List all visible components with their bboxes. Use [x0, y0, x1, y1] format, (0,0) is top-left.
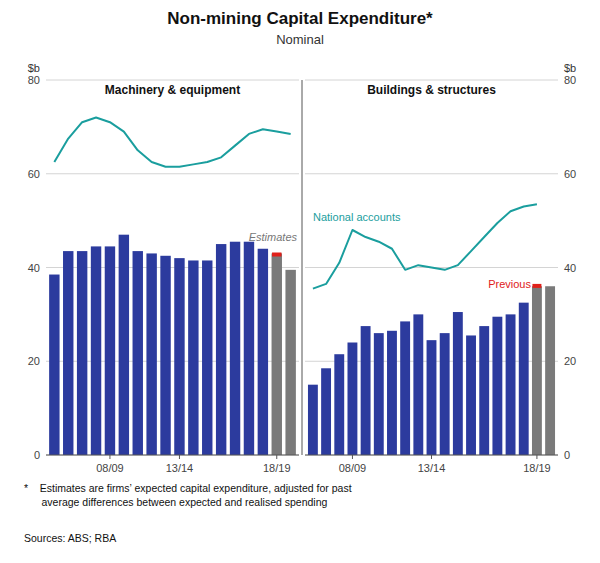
x-tick-label: 18/19 — [263, 462, 291, 474]
grid-line — [305, 80, 558, 81]
y-tick-label: 0 — [564, 449, 570, 461]
footnote: * Estimates are firms’ expected capital … — [24, 482, 352, 508]
annotation: Estimates — [249, 231, 298, 243]
bar — [479, 326, 489, 455]
panel-title: Machinery & equipment — [105, 83, 240, 97]
bar — [347, 343, 357, 456]
bar — [230, 242, 240, 455]
bar — [49, 275, 59, 455]
y-axis-label: $b — [564, 62, 576, 74]
x-tick-label: 13/14 — [166, 462, 194, 474]
bar — [413, 314, 423, 455]
y-tick-label: 60 — [564, 168, 576, 180]
bar — [519, 303, 529, 455]
grid-line — [305, 173, 558, 174]
marker — [532, 284, 541, 288]
series-label: National accounts — [313, 211, 401, 223]
panel-title: Buildings & structures — [367, 83, 496, 97]
labels: National accounts Previous — [313, 211, 531, 290]
chart: Non-mining Capital Expenditure* Nominal 0 2… — [0, 0, 600, 563]
bar — [244, 242, 254, 455]
x-tick-label: 18/19 — [523, 462, 551, 474]
bar — [133, 251, 143, 455]
x-tick — [179, 455, 180, 459]
grid-line — [46, 173, 299, 174]
bar — [216, 244, 226, 455]
plot-area — [49, 118, 296, 456]
footnote-line: average differences between expected and… — [24, 496, 328, 508]
bar — [119, 235, 129, 455]
x-tick — [109, 455, 110, 459]
title: Non-mining Capital Expenditure* — [167, 9, 433, 28]
labels: Estimates — [249, 231, 298, 243]
y-axis-label: $b — [28, 62, 40, 74]
x-tick — [431, 455, 432, 459]
bar — [466, 335, 476, 455]
footnote-line: * Estimates are firms’ expected capital … — [24, 482, 352, 494]
y-tick-label: 40 — [564, 262, 576, 274]
bar — [361, 326, 371, 455]
bar — [545, 286, 555, 455]
bar — [387, 331, 397, 455]
bar — [321, 368, 331, 455]
x-tick — [536, 455, 537, 459]
bar — [453, 312, 463, 455]
bar — [400, 321, 410, 455]
series-label: Previous — [488, 278, 531, 290]
marker — [272, 253, 281, 257]
bar — [77, 251, 87, 455]
y-tick-label: 0 — [34, 449, 40, 461]
x-tick — [352, 455, 353, 459]
y-tick-label: 20 — [564, 355, 576, 367]
x-tick-label: 08/09 — [339, 462, 367, 474]
bar — [506, 314, 516, 455]
bar — [492, 317, 502, 455]
sources: Sources: ABS; RBA — [24, 532, 116, 544]
x-axis-line — [46, 455, 299, 456]
bar — [174, 258, 184, 455]
x-tick-label: 08/09 — [96, 462, 124, 474]
x-tick-label: 13/14 — [418, 462, 446, 474]
y-tick-label: 40 — [28, 262, 40, 274]
bar — [188, 260, 198, 455]
bar — [202, 260, 212, 455]
bar — [258, 249, 268, 455]
bar — [308, 385, 318, 455]
bar — [440, 333, 450, 455]
grid-line — [46, 80, 299, 81]
x-tick — [276, 455, 277, 459]
y-tick-label: 80 — [564, 74, 576, 86]
y-tick-label: 80 — [28, 74, 40, 86]
panel: 0 20 40 60 80$b Estimates 08/09 13/14 18/19 Machi… — [28, 62, 299, 474]
line — [54, 118, 290, 167]
line — [313, 204, 537, 288]
bar — [63, 251, 73, 455]
bar — [285, 270, 295, 455]
subtitle: Nominal — [276, 32, 324, 47]
bar — [91, 246, 101, 455]
bar — [427, 340, 437, 455]
bar — [334, 354, 344, 455]
bar — [272, 253, 282, 455]
bar — [160, 256, 170, 455]
bar — [532, 286, 542, 455]
divider — [302, 80, 303, 455]
plot-area — [308, 204, 555, 455]
y-tick-label: 60 — [28, 168, 40, 180]
bar — [146, 253, 156, 455]
bar — [105, 246, 115, 455]
grid-line — [46, 455, 299, 456]
y-tick-label: 20 — [28, 355, 40, 367]
bar — [374, 333, 384, 455]
panel: 0 20 40 60 80$b National accounts Previous 08/0… — [305, 62, 576, 474]
